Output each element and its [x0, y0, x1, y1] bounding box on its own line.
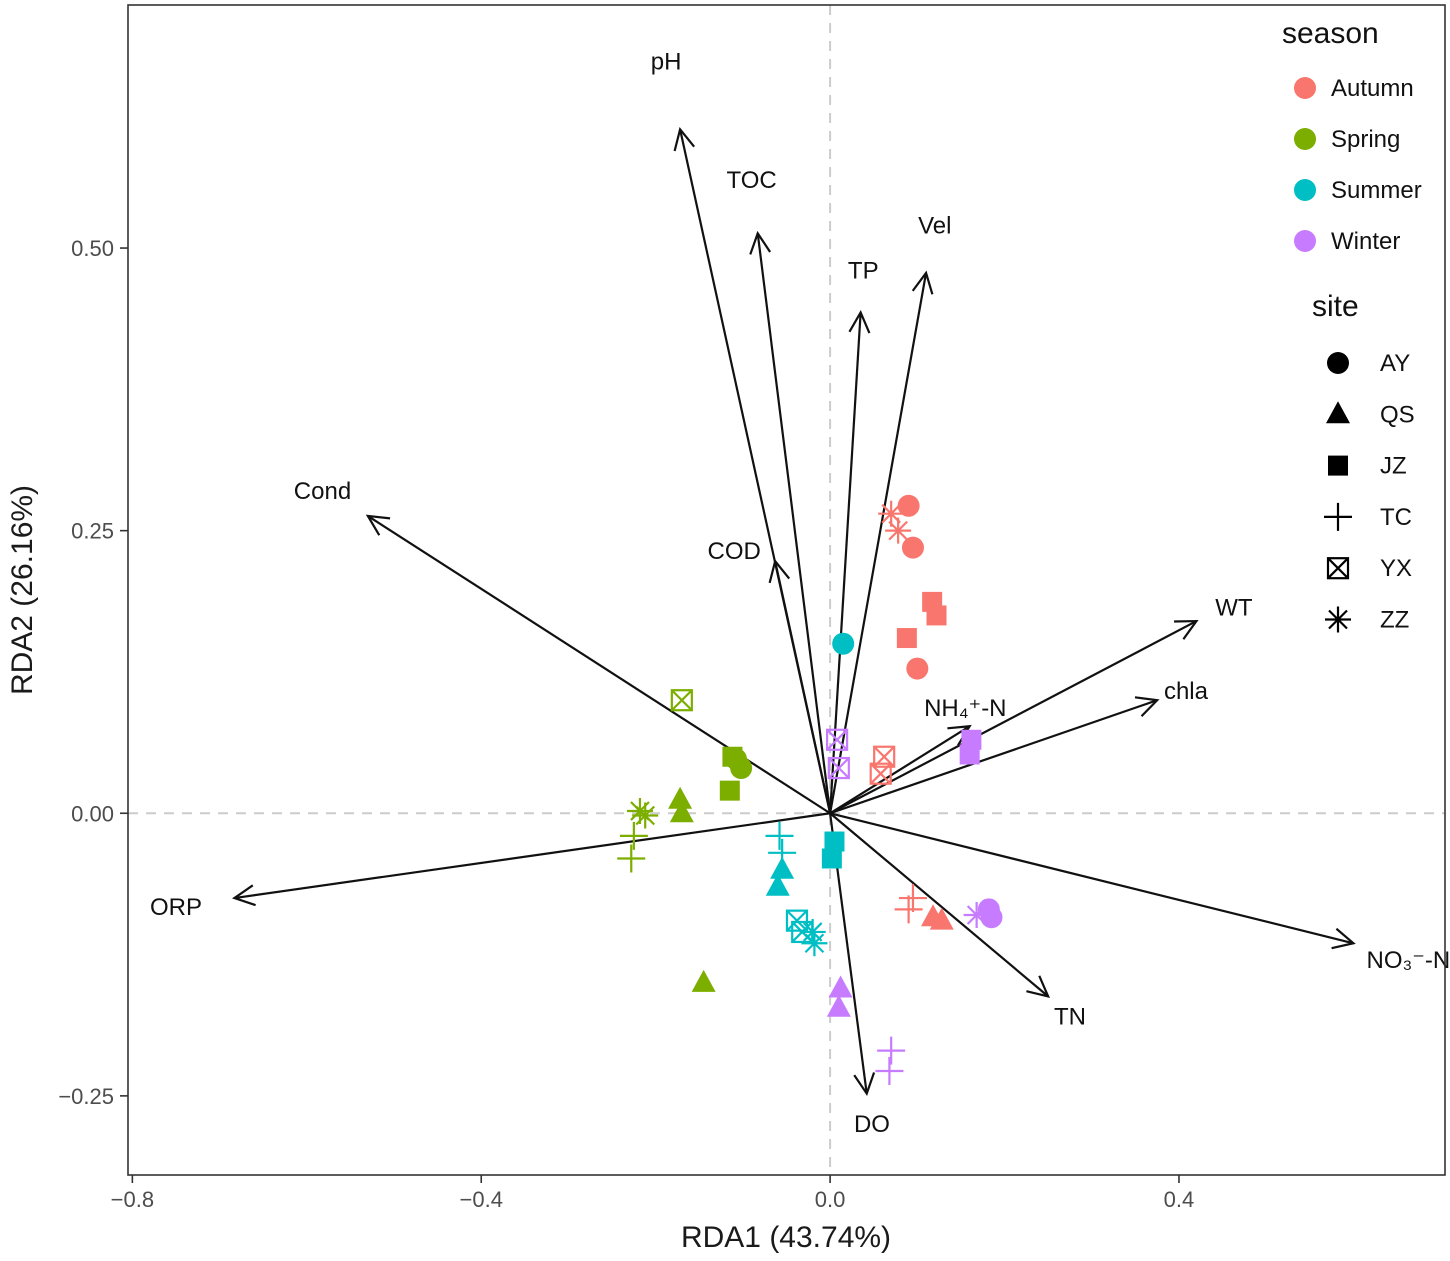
x-tick-label: −0.8	[111, 1187, 154, 1212]
point-summer-yx	[785, 909, 809, 932]
point-autumn-qs	[929, 907, 954, 930]
arrow-label: chla	[1164, 678, 1209, 705]
point-winter-ay	[980, 906, 1003, 929]
sample-points	[617, 494, 1003, 1085]
point-winter-zz	[963, 902, 990, 928]
legend-season-swatch	[1294, 77, 1316, 99]
legend-site-label: TC	[1380, 504, 1412, 531]
point-summer-zz	[801, 930, 828, 957]
point-spring-qs	[691, 969, 716, 992]
point-autumn-tc	[898, 884, 927, 913]
y-tick-label: 0.50	[71, 236, 114, 261]
point-winter-jz	[959, 744, 980, 765]
point-summer-zz	[799, 918, 826, 945]
point-summer-tc	[765, 821, 794, 850]
axes: −0.8 −0.4 0.0 0.4 −0.25 0.00 0.25 0.50	[58, 236, 1194, 1212]
point-winter-yx	[827, 756, 850, 780]
x-axis-title: RDA1 (43.74%)	[681, 1221, 891, 1254]
point-autumn-zz	[878, 500, 905, 527]
legend-season-swatch	[1294, 128, 1316, 150]
point-summer-jz	[821, 848, 842, 869]
point-winter-tc	[877, 1036, 906, 1065]
arrow-label: WT	[1215, 595, 1253, 622]
point-autumn-yx	[869, 762, 892, 785]
y-axis-title: RDA2 (26.16%)	[6, 485, 39, 695]
arrow-label: NH₄⁺-N	[924, 695, 1006, 722]
point-autumn-ay	[901, 536, 924, 559]
plot-border	[127, 4, 1446, 1176]
legend: season Autumn Spring Summer Winter site AY QS JZ…	[1282, 17, 1422, 634]
arrow-orp	[231, 812, 831, 907]
arrow-label: TOC	[726, 167, 776, 194]
point-spring-tc	[619, 821, 648, 850]
point-autumn-ay	[897, 494, 920, 517]
arrow-label: ORP	[150, 894, 202, 921]
arrow-vel	[829, 270, 934, 814]
arrow-toc	[749, 230, 832, 814]
point-autumn-jz	[926, 605, 947, 626]
arrow-label: pH	[651, 49, 682, 76]
arrow-label: DO	[854, 1111, 890, 1138]
legend-season-title: season	[1282, 17, 1379, 50]
arrow-label: TP	[848, 258, 879, 285]
arrow-cod	[768, 558, 832, 814]
point-summer-qs	[770, 856, 795, 879]
point-spring-jz	[719, 780, 740, 801]
point-spring-qs	[669, 800, 694, 823]
arrow-label: TN	[1054, 1004, 1086, 1031]
legend-site-swatch	[1326, 557, 1350, 580]
legend-season-label: Summer	[1331, 177, 1422, 204]
legend-season-label: Winter	[1331, 228, 1400, 255]
point-spring-qs	[668, 786, 693, 809]
legend-site-swatch	[1327, 352, 1349, 374]
point-autumn-ay	[906, 657, 929, 680]
arrow-cond	[365, 514, 831, 815]
point-autumn-jz	[896, 628, 917, 649]
arrow-non	[829, 812, 1356, 950]
point-winter-qs	[828, 975, 853, 998]
legend-season-swatch	[1294, 179, 1316, 201]
legend-season-label: Spring	[1331, 126, 1400, 153]
point-summer-qs	[765, 873, 790, 896]
point-spring-jz	[722, 746, 743, 767]
y-tick-label: −0.25	[58, 1084, 114, 1109]
point-winter-yx	[825, 728, 849, 751]
legend-site-title: site	[1312, 290, 1359, 323]
arrow-label: COD	[707, 538, 760, 565]
legend-site-swatch	[1326, 401, 1350, 424]
legend-site-label: ZZ	[1380, 607, 1409, 634]
point-spring-zz	[626, 798, 653, 824]
point-autumn-tc	[894, 895, 923, 924]
arrow-label: Cond	[294, 478, 351, 505]
x-tick-label: −0.4	[460, 1187, 503, 1212]
arrow-chla	[829, 696, 1160, 815]
point-spring-yx	[670, 689, 693, 712]
point-winter-qs	[826, 994, 851, 1017]
x-tick-label: 0.0	[815, 1187, 846, 1212]
legend-site-swatch	[1324, 502, 1352, 531]
y-tick-label: 0.00	[71, 801, 114, 826]
arrow-nhn	[829, 724, 972, 815]
x-tick-label: 0.4	[1164, 1187, 1195, 1212]
zero-lines	[128, 5, 1445, 1175]
legend-site-label: JZ	[1380, 453, 1407, 480]
legend-season-swatch	[1294, 230, 1316, 252]
arrow-label: Vel	[918, 212, 951, 239]
legend-site-label: QS	[1380, 401, 1415, 428]
legend-site-label: AY	[1380, 350, 1410, 377]
legend-site-label: YX	[1380, 555, 1412, 582]
point-spring-tc	[617, 844, 646, 873]
legend-site-swatch	[1328, 455, 1348, 476]
arrow-label: NO₃⁻-N	[1366, 947, 1450, 974]
legend-season-label: Autumn	[1331, 75, 1414, 102]
point-winter-tc	[875, 1057, 904, 1085]
y-tick-label: 0.25	[71, 519, 114, 544]
environment-arrows: pH TOC TP Vel Cond COD WT chla NH₄⁺-N ORP NO₃⁻-N TN…	[150, 49, 1450, 1139]
point-autumn-zz	[885, 517, 912, 544]
point-summer-jz	[824, 831, 845, 852]
point-summer-ay	[832, 632, 855, 655]
legend-site-swatch	[1325, 606, 1351, 633]
arrow-tn	[829, 812, 1051, 998]
